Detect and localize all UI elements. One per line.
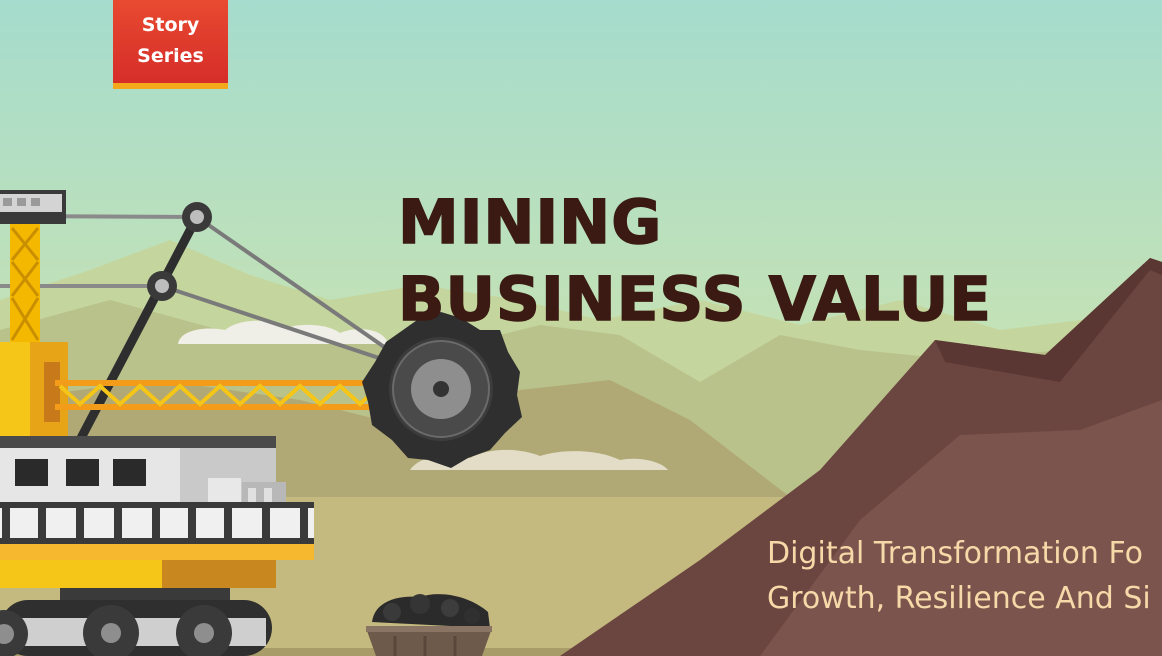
- page-subtitle: Digital Transformation Fo Growth, Resili…: [767, 531, 1151, 621]
- bucket-wheel-excavator: [0, 190, 522, 656]
- badge-line-1: Story: [141, 13, 200, 36]
- cloud-right: [410, 449, 668, 470]
- page-title: MINING BUSINESS VALUE: [397, 184, 992, 338]
- title-line-2: BUSINESS VALUE: [397, 263, 992, 336]
- badge-line-2: Series: [137, 44, 204, 67]
- subtitle-line-2: Growth, Resilience And Si: [767, 581, 1151, 616]
- mountain-shadow: [760, 400, 1162, 656]
- coal-cart: [366, 594, 492, 656]
- cloud-left: [178, 320, 388, 344]
- mountain-highlight: [935, 258, 1162, 382]
- title-line-1: MINING: [397, 186, 663, 259]
- subtitle-line-1: Digital Transformation Fo: [767, 536, 1143, 571]
- story-series-badge[interactable]: Story Series: [113, 0, 228, 89]
